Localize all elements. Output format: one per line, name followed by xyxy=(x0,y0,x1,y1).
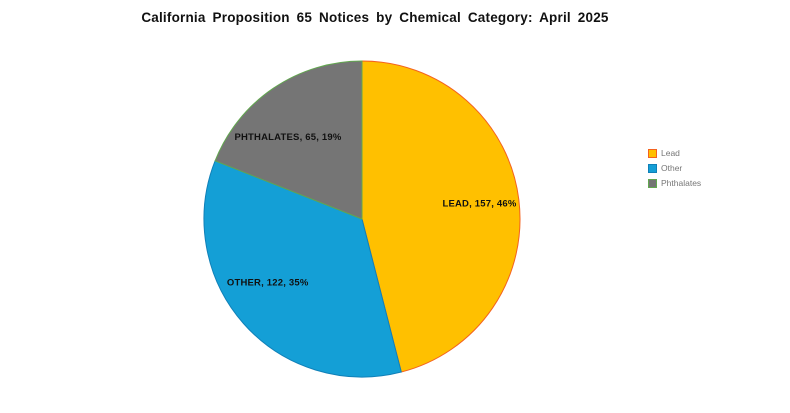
slice-label-other: OTHER, 122, 35% xyxy=(227,278,309,289)
legend-swatch-lead xyxy=(648,148,657,158)
legend: Lead Other Phthalates xyxy=(648,148,701,188)
pie-slice-other[interactable] xyxy=(203,160,402,378)
pie-slice-lead[interactable] xyxy=(361,60,521,373)
slice-label-lead: LEAD, 157, 46% xyxy=(442,199,516,210)
legend-swatch-phthalates xyxy=(648,178,657,188)
chart-title: California Proposition 65 Notices by Che… xyxy=(141,10,609,25)
legend-label-lead: Lead xyxy=(661,148,680,158)
legend-label-other: Other xyxy=(661,163,683,173)
slice-label-phthalates: PHTHALATES, 65, 19% xyxy=(234,132,341,143)
legend-item-phthalates[interactable]: Phthalates xyxy=(648,178,701,188)
legend-item-lead[interactable]: Lead xyxy=(648,148,701,158)
legend-swatch-other xyxy=(648,163,657,173)
legend-label-phthalates: Phthalates xyxy=(661,178,702,188)
pie-slice-phthalates[interactable] xyxy=(214,60,363,220)
legend-item-other[interactable]: Other xyxy=(648,163,701,173)
